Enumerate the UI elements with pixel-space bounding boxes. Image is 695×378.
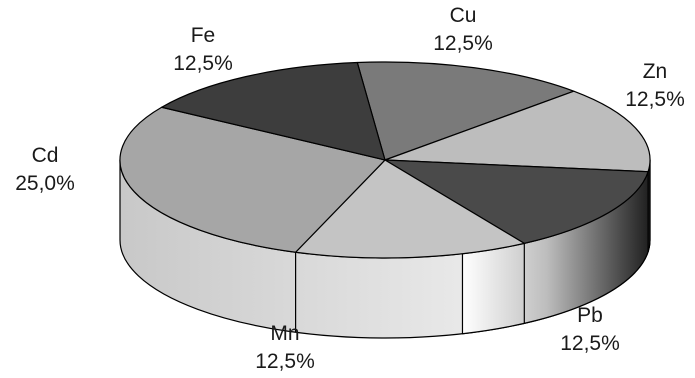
pie-slice-zn bbox=[384, 90, 651, 173]
slice-value-zn: 12,5% bbox=[625, 88, 685, 111]
slice-labels: Cu 12,5% Zn 12,5% Pb 12,5% Mn 12,5% Cd 25,0% Fe 12,… bbox=[15, 4, 685, 373]
slice-value-cd: 25,0% bbox=[15, 172, 75, 195]
slice-label-pb: Pb bbox=[577, 304, 603, 327]
slice-label-cd: Cd bbox=[32, 144, 59, 167]
slice-value-mn: 12,5% bbox=[255, 350, 315, 373]
pie-top-face bbox=[119, 61, 651, 259]
pie-slice-cd bbox=[119, 106, 386, 253]
slice-value-pb: 12,5% bbox=[560, 332, 620, 355]
pie-slice-mn bbox=[295, 159, 525, 259]
slice-label-zn: Zn bbox=[643, 60, 668, 83]
slice-label-cu: Cu bbox=[450, 4, 477, 27]
slice-label-mn: Mn bbox=[270, 322, 299, 345]
pie-slice-fe bbox=[161, 61, 386, 161]
slice-label-fe: Fe bbox=[191, 24, 216, 47]
slice-value-fe: 12,5% bbox=[173, 52, 233, 75]
pie-slice-cu bbox=[356, 61, 575, 161]
slice-value-cu: 12,5% bbox=[433, 32, 493, 55]
pie-slice-pb bbox=[384, 159, 649, 244]
